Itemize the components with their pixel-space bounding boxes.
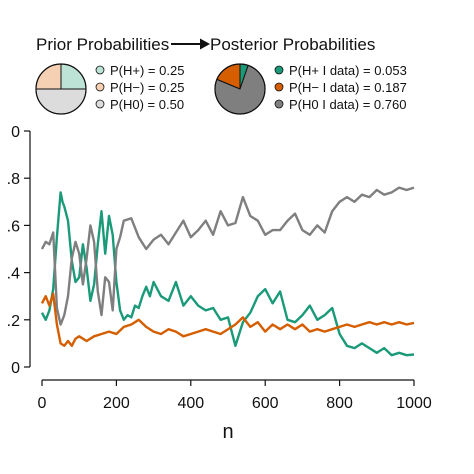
y-tick-label: .6 xyxy=(7,218,20,235)
posterior-legend: P(H+ I data) = 0.053 P(H− I data) = 0.18… xyxy=(274,63,407,112)
y-tick-label: 0 xyxy=(11,360,20,377)
legend-label: P(H+) = 0.25 xyxy=(110,63,184,78)
right-arrow-icon xyxy=(171,38,210,50)
series-line-2 xyxy=(40,292,415,347)
legend-label: P(H+ I data) = 0.053 xyxy=(289,63,407,78)
legend-label: P(H0 I data) = 0.760 xyxy=(289,97,406,112)
legend-marker xyxy=(95,65,105,75)
series-group xyxy=(40,186,415,357)
legend-label: P(H0) = 0.50 xyxy=(110,97,184,112)
series-line-1 xyxy=(40,191,415,357)
x-tick-label: 600 xyxy=(252,395,279,412)
posterior-pie-chart xyxy=(214,63,266,115)
y-tick-label: .2 xyxy=(7,313,20,330)
prior-outline xyxy=(35,63,87,115)
y-tick-label: 0 xyxy=(11,124,20,141)
series-line-3 xyxy=(40,186,415,326)
legend-marker xyxy=(274,99,284,109)
legend-marker xyxy=(274,82,284,92)
prior-legend: P(H+) = 0.25 P(H−) = 0.25 P(H0) = 0.50 xyxy=(95,63,184,112)
legend-marker xyxy=(95,82,105,92)
x-tick-label: 800 xyxy=(326,395,353,412)
y-tick-label: .8 xyxy=(7,171,20,188)
x-tick-label: 200 xyxy=(103,395,130,412)
legend-marker xyxy=(95,99,105,109)
x-axis-label: n xyxy=(222,421,233,443)
x-tick-label: 1000 xyxy=(396,395,432,412)
legend-label: P(H−) = 0.25 xyxy=(110,80,184,95)
legend-marker xyxy=(274,65,284,75)
posterior-outline xyxy=(214,63,266,115)
prior-slice-3 xyxy=(35,88,87,115)
x-tick-label: 0 xyxy=(38,395,47,412)
prior-title: Prior Probabilities xyxy=(36,35,169,54)
x-tick-label: 400 xyxy=(177,395,204,412)
posterior-title: Posterior Probabilities xyxy=(210,35,375,54)
axes: 0 200 400 600 800 1000 0 .2 .4 .6 .8 0 xyxy=(7,124,432,412)
prior-pie-chart xyxy=(35,63,87,115)
y-tick-label: .4 xyxy=(7,266,20,283)
legend-label: P(H− I data) = 0.187 xyxy=(289,80,407,95)
